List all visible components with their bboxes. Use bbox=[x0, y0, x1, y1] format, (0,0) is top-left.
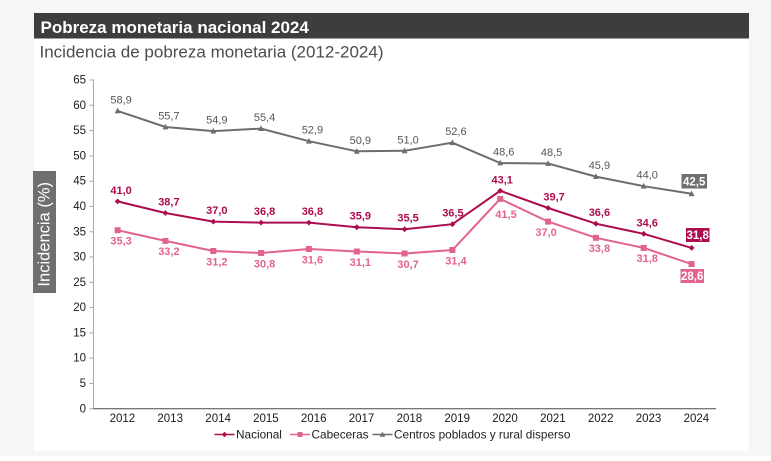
svg-text:Nacional: Nacional bbox=[236, 428, 282, 442]
svg-text:52,6: 52,6 bbox=[445, 126, 466, 138]
svg-text:Incidencia de pobreza monetari: Incidencia de pobreza monetaria (2012-20… bbox=[40, 42, 384, 61]
svg-text:2018: 2018 bbox=[397, 413, 423, 425]
svg-text:31,8: 31,8 bbox=[687, 230, 710, 242]
svg-text:48,6: 48,6 bbox=[493, 147, 514, 159]
svg-text:48,5: 48,5 bbox=[541, 147, 562, 159]
svg-text:2024: 2024 bbox=[684, 413, 710, 425]
svg-text:38,7: 38,7 bbox=[158, 197, 179, 209]
svg-text:36,6: 36,6 bbox=[589, 207, 610, 219]
svg-text:35,9: 35,9 bbox=[350, 211, 371, 223]
svg-text:44,0: 44,0 bbox=[636, 170, 657, 182]
svg-text:41,0: 41,0 bbox=[110, 185, 131, 197]
svg-text:43,1: 43,1 bbox=[491, 174, 512, 186]
svg-text:31,2: 31,2 bbox=[206, 256, 227, 268]
svg-text:65: 65 bbox=[73, 75, 86, 87]
svg-text:2013: 2013 bbox=[157, 413, 183, 425]
svg-text:42,5: 42,5 bbox=[683, 176, 706, 188]
svg-text:31,4: 31,4 bbox=[445, 255, 467, 267]
svg-text:30,7: 30,7 bbox=[397, 259, 418, 271]
svg-text:36,8: 36,8 bbox=[254, 206, 275, 218]
svg-text:45,9: 45,9 bbox=[589, 160, 610, 172]
svg-text:15: 15 bbox=[73, 327, 86, 339]
svg-text:36,8: 36,8 bbox=[302, 206, 323, 218]
svg-text:55: 55 bbox=[73, 125, 86, 137]
svg-text:37,0: 37,0 bbox=[206, 205, 227, 217]
svg-text:34,6: 34,6 bbox=[636, 217, 657, 229]
svg-text:Incidencia (%): Incidencia (%) bbox=[36, 182, 54, 287]
svg-text:2012: 2012 bbox=[110, 413, 136, 425]
svg-text:45: 45 bbox=[73, 176, 86, 188]
svg-text:55,4: 55,4 bbox=[254, 112, 275, 124]
svg-text:Cabeceras: Cabeceras bbox=[312, 428, 369, 442]
svg-text:33,8: 33,8 bbox=[589, 243, 610, 255]
svg-text:28,6: 28,6 bbox=[681, 271, 703, 283]
svg-text:51,0: 51,0 bbox=[397, 134, 418, 146]
svg-text:31,1: 31,1 bbox=[350, 257, 371, 269]
svg-text:39,7: 39,7 bbox=[543, 192, 564, 204]
svg-text:36,5: 36,5 bbox=[442, 208, 463, 220]
svg-text:33,2: 33,2 bbox=[158, 246, 179, 258]
svg-text:2019: 2019 bbox=[444, 413, 470, 425]
svg-text:40: 40 bbox=[73, 201, 86, 213]
svg-text:50,9: 50,9 bbox=[350, 135, 371, 147]
svg-text:35,3: 35,3 bbox=[110, 236, 131, 248]
svg-text:58,9: 58,9 bbox=[110, 94, 131, 106]
svg-text:2016: 2016 bbox=[301, 413, 327, 425]
svg-text:2021: 2021 bbox=[540, 413, 566, 425]
svg-text:Centros poblados y rural dispe: Centros poblados y rural disperso bbox=[394, 428, 571, 442]
svg-text:20: 20 bbox=[73, 302, 86, 314]
svg-text:54,9: 54,9 bbox=[206, 115, 227, 127]
svg-text:0: 0 bbox=[80, 403, 86, 415]
svg-text:41,5: 41,5 bbox=[495, 209, 516, 221]
svg-text:31,8: 31,8 bbox=[636, 253, 657, 265]
svg-text:2023: 2023 bbox=[636, 413, 662, 425]
svg-text:5: 5 bbox=[80, 378, 86, 390]
svg-text:35,5: 35,5 bbox=[397, 213, 418, 225]
svg-text:2017: 2017 bbox=[349, 413, 375, 425]
svg-text:50: 50 bbox=[73, 150, 86, 162]
svg-text:52,9: 52,9 bbox=[302, 125, 323, 137]
svg-text:10: 10 bbox=[73, 353, 86, 365]
svg-text:25: 25 bbox=[73, 277, 86, 289]
svg-text:2022: 2022 bbox=[588, 413, 614, 425]
svg-text:35: 35 bbox=[73, 226, 86, 238]
svg-text:2020: 2020 bbox=[492, 413, 518, 425]
svg-text:30: 30 bbox=[73, 252, 86, 264]
svg-text:2015: 2015 bbox=[253, 413, 279, 425]
svg-text:55,7: 55,7 bbox=[158, 111, 179, 123]
svg-text:37,0: 37,0 bbox=[535, 227, 556, 239]
svg-text:30,8: 30,8 bbox=[254, 258, 275, 270]
svg-text:60: 60 bbox=[73, 100, 86, 112]
svg-text:2014: 2014 bbox=[205, 413, 231, 425]
svg-text:31,6: 31,6 bbox=[302, 254, 323, 266]
svg-text:Pobreza monetaria nacional 202: Pobreza monetaria nacional 2024 bbox=[41, 18, 310, 37]
